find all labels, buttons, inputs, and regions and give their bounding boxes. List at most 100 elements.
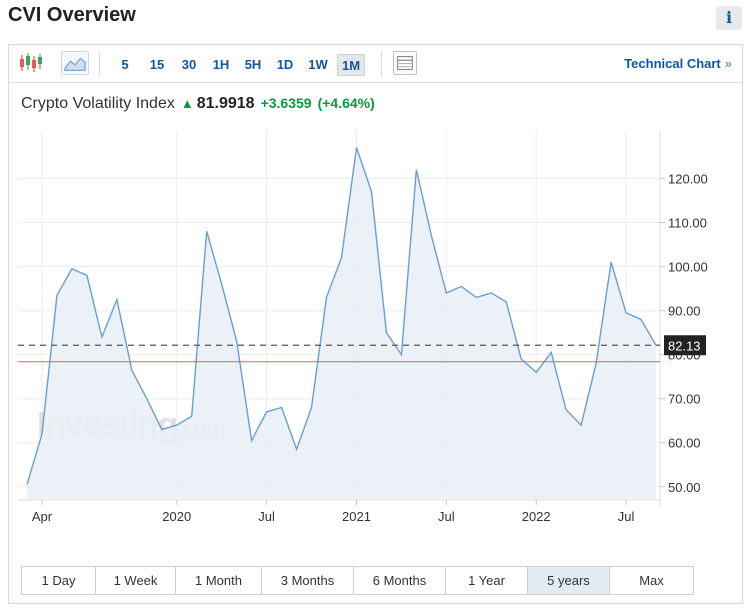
y-tick-label: 70.00	[668, 392, 701, 407]
price-change: +3.6359	[260, 95, 312, 111]
toolbar-divider	[381, 51, 382, 77]
x-tick-label: Apr	[32, 509, 53, 524]
technical-chart-link[interactable]: Technical Chart»	[624, 56, 732, 71]
price-change-percent: (+4.64%)	[317, 95, 375, 111]
data-point	[370, 191, 372, 193]
last-value-text: 82.13	[668, 338, 701, 353]
data-point	[415, 168, 417, 170]
x-tick-label: 2021	[342, 509, 371, 524]
last-price: 81.9918	[196, 95, 255, 112]
toolbar-divider	[99, 51, 100, 77]
data-point	[86, 274, 88, 276]
data-point	[250, 439, 252, 441]
range-1-month[interactable]: 1 Month	[176, 567, 262, 594]
data-point	[610, 261, 612, 263]
data-point	[565, 409, 567, 411]
data-point	[460, 285, 462, 287]
data-point	[116, 298, 118, 300]
y-tick-label: 110.00	[668, 216, 707, 231]
y-tick-label: 120.00	[668, 171, 708, 186]
y-tick-label: 100.00	[668, 260, 708, 275]
area-chart-icon[interactable]	[61, 51, 89, 75]
range-6-months[interactable]: 6 Months	[354, 567, 446, 594]
x-tick-label: 2022	[522, 509, 551, 524]
timeframe-5h[interactable]: 5H	[244, 57, 262, 72]
candlestick-icon[interactable]	[17, 51, 45, 75]
data-point	[340, 257, 342, 259]
data-point	[445, 292, 447, 294]
y-tick-label: 90.00	[668, 304, 701, 319]
arrow-up-icon: ▲	[180, 96, 194, 111]
range-selector: 1 Day 1 Week 1 Month 3 Months 6 Months 1…	[21, 566, 694, 595]
data-point	[26, 483, 28, 485]
data-point	[430, 235, 432, 237]
y-tick-label: 50.00	[668, 480, 701, 495]
data-point	[206, 230, 208, 232]
series-line	[26, 147, 657, 485]
x-axis: Apr 2020 Jul 2021 Jul 2022 Jul	[32, 500, 635, 524]
data-point	[550, 351, 552, 353]
chart-panel: 5 15 30 1H 5H 1D 1W 1M Technical Chart» …	[8, 44, 743, 604]
data-point	[265, 411, 267, 413]
technical-chart-label: Technical Chart	[624, 56, 721, 71]
instrument-name: Crypto Volatility Index	[21, 95, 175, 112]
data-point	[385, 331, 387, 333]
data-point	[595, 362, 597, 364]
range-5-years[interactable]: 5 years	[528, 567, 610, 594]
data-point	[221, 283, 223, 285]
reference-lines	[18, 344, 660, 363]
data-point	[400, 353, 402, 355]
data-point	[535, 371, 537, 373]
data-point	[655, 344, 657, 346]
timeframe-30[interactable]: 30	[181, 57, 197, 72]
info-button[interactable]: i	[716, 6, 742, 30]
x-tick-label: Jul	[618, 509, 635, 524]
table-view-icon[interactable]	[393, 51, 417, 75]
timeframe-1m[interactable]: 1M	[337, 54, 365, 76]
data-point	[505, 301, 507, 303]
x-tick-label: Jul	[438, 509, 455, 524]
data-point	[131, 369, 133, 371]
data-point	[101, 336, 103, 338]
data-point	[176, 424, 178, 426]
data-point	[325, 296, 327, 298]
range-3-months[interactable]: 3 Months	[262, 567, 354, 594]
data-point	[490, 292, 492, 294]
data-point	[355, 146, 357, 148]
data-point	[310, 406, 312, 408]
data-point	[146, 398, 148, 400]
data-point	[41, 433, 43, 435]
data-point	[236, 340, 238, 342]
last-value-label[interactable]: 82.13	[664, 335, 706, 356]
x-tick-label: 2020	[162, 509, 191, 524]
data-point	[280, 406, 282, 408]
timeframe-5[interactable]: 5	[121, 57, 129, 72]
chart-toolbar: 5 15 30 1H 5H 1D 1W 1M Technical Chart»	[9, 45, 742, 83]
y-axis: 50.0060.0070.0080.0090.00100.00110.00120…	[660, 171, 708, 495]
page-title: CVI Overview	[8, 4, 136, 26]
data-point	[71, 268, 73, 270]
range-max[interactable]: Max	[639, 573, 664, 588]
data-point	[295, 448, 297, 450]
timeframe-15[interactable]: 15	[149, 57, 165, 72]
price-area	[26, 147, 657, 500]
timeframe-1w[interactable]: 1W	[308, 57, 328, 72]
series-area-fill	[27, 147, 656, 500]
data-point	[640, 318, 642, 320]
data-point	[56, 294, 58, 296]
x-tick-label: Jul	[258, 509, 275, 524]
data-point	[475, 296, 477, 298]
timeframe-1d[interactable]: 1D	[276, 57, 294, 72]
quote-line: Crypto Volatility Index ▲ 81.9918 +3.6359 (+…	[21, 95, 375, 113]
range-1-week[interactable]: 1 Week	[96, 567, 176, 594]
double-chevron-right-icon: »	[724, 56, 732, 71]
page-header: CVI Overview i	[0, 0, 750, 36]
y-tick-label: 60.00	[668, 436, 701, 451]
timeframe-1h[interactable]: 1H	[212, 57, 230, 72]
data-point	[191, 415, 193, 417]
last-value-badge	[664, 335, 706, 356]
range-1-day[interactable]: 1 Day	[22, 567, 96, 594]
data-point	[161, 428, 163, 430]
range-1-year[interactable]: 1 Year	[446, 567, 528, 594]
